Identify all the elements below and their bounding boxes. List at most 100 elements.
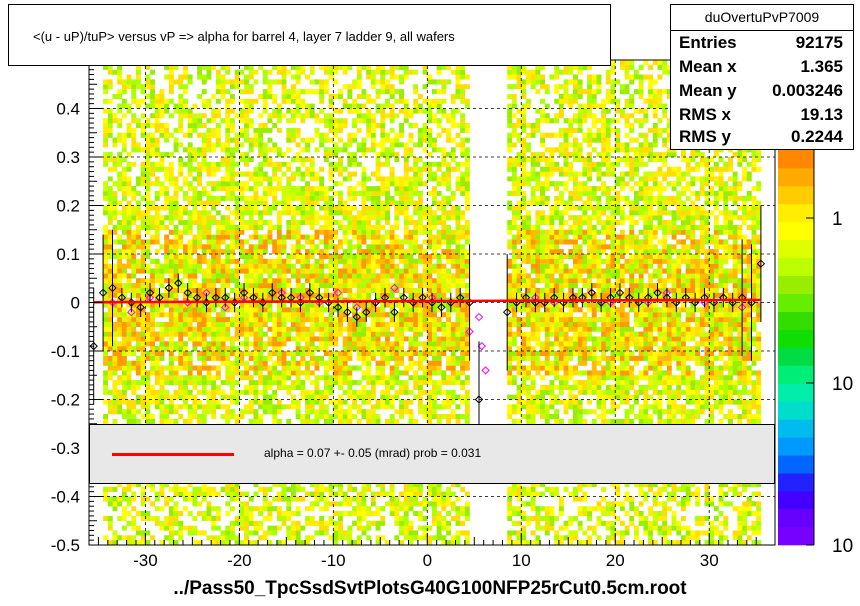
heatmap-cell bbox=[150, 418, 155, 424]
heatmap-cell bbox=[220, 540, 226, 546]
heatmap-cell bbox=[150, 278, 155, 284]
heatmap-cell bbox=[107, 520, 113, 526]
heatmap-cell bbox=[173, 520, 179, 526]
heatmap-cell bbox=[342, 287, 348, 293]
heatmap-cell bbox=[399, 93, 404, 99]
heatmap-cell bbox=[436, 370, 442, 376]
heatmap-cell bbox=[206, 200, 212, 206]
heatmap-cell bbox=[352, 520, 357, 526]
heatmap-cell bbox=[427, 375, 433, 381]
heatmap-cell bbox=[413, 501, 419, 507]
heatmap-cell bbox=[230, 506, 235, 512]
heatmap-cell bbox=[276, 351, 282, 356]
heatmap-cell bbox=[338, 273, 343, 279]
heatmap-cell bbox=[413, 384, 419, 390]
heatmap-cell bbox=[389, 108, 395, 114]
heatmap-cell bbox=[215, 79, 221, 85]
heatmap-cell bbox=[187, 224, 193, 230]
heatmap-cell bbox=[281, 234, 287, 240]
heatmap-cell bbox=[427, 394, 433, 400]
heatmap-cell bbox=[328, 501, 334, 507]
heatmap-cell bbox=[394, 249, 400, 255]
heatmap-cell bbox=[248, 195, 254, 201]
heatmap-cell bbox=[319, 181, 325, 187]
heatmap-cell bbox=[239, 195, 245, 201]
heatmap-cell bbox=[187, 351, 193, 356]
heatmap-cell bbox=[286, 375, 292, 381]
heatmap-cell bbox=[253, 292, 259, 298]
heatmap-cell bbox=[427, 215, 433, 221]
heatmap-cell bbox=[211, 64, 217, 70]
heatmap-cell bbox=[145, 287, 151, 293]
heatmap-cell bbox=[248, 273, 254, 279]
heatmap-cell bbox=[183, 132, 188, 138]
heatmap-cell bbox=[107, 375, 113, 381]
heatmap-cell bbox=[244, 530, 249, 536]
heatmap-cell bbox=[389, 501, 395, 507]
heatmap-cell bbox=[319, 486, 325, 492]
heatmap-cell bbox=[192, 394, 198, 400]
heatmap-cell bbox=[286, 351, 292, 356]
heatmap-cell bbox=[305, 535, 310, 541]
heatmap-cell bbox=[225, 530, 231, 536]
heatmap-cell bbox=[206, 486, 212, 492]
heatmap-cell bbox=[225, 540, 231, 546]
heatmap-cell bbox=[168, 205, 174, 211]
heatmap-cell bbox=[159, 190, 165, 196]
heatmap-cell bbox=[173, 176, 179, 182]
heatmap-cell bbox=[281, 375, 287, 381]
heatmap-cell bbox=[178, 220, 184, 225]
heatmap-cell bbox=[253, 351, 259, 356]
heatmap-cell bbox=[121, 331, 127, 337]
heatmap-cell bbox=[389, 113, 395, 119]
heatmap-cell bbox=[276, 166, 282, 172]
heatmap-cell bbox=[178, 254, 184, 260]
heatmap-cell bbox=[314, 273, 320, 279]
heatmap-cell bbox=[192, 118, 198, 124]
heatmap-cell bbox=[436, 346, 442, 352]
heatmap-cell bbox=[201, 205, 207, 211]
heatmap-cell bbox=[201, 186, 207, 192]
heatmap-cell bbox=[192, 414, 198, 419]
heatmap-cell bbox=[220, 268, 226, 274]
heatmap-cell bbox=[103, 351, 108, 356]
heatmap-cell bbox=[413, 317, 419, 323]
heatmap-cell bbox=[173, 278, 179, 284]
heatmap-cell bbox=[356, 317, 362, 323]
heatmap-cell bbox=[436, 496, 442, 502]
heatmap-cell bbox=[380, 317, 386, 323]
heatmap-cell bbox=[370, 263, 376, 269]
heatmap-cell bbox=[276, 263, 282, 269]
heatmap-cell bbox=[183, 418, 188, 424]
heatmap-cell bbox=[262, 89, 268, 95]
heatmap-cell bbox=[281, 190, 287, 196]
heatmap-cell bbox=[347, 84, 353, 90]
heatmap-cell bbox=[295, 74, 301, 80]
heatmap-cell bbox=[258, 302, 264, 308]
heatmap-cell bbox=[408, 535, 414, 541]
heatmap-cell bbox=[436, 389, 442, 395]
heatmap-cell bbox=[267, 380, 273, 386]
heatmap-cell bbox=[394, 186, 400, 192]
heatmap-cell bbox=[328, 93, 334, 99]
heatmap-cell bbox=[187, 292, 193, 298]
heatmap-cell bbox=[140, 132, 146, 138]
heatmap-cell bbox=[323, 360, 329, 366]
heatmap-cell bbox=[201, 278, 207, 284]
heatmap-cell bbox=[215, 195, 221, 201]
heatmap-cell bbox=[305, 108, 310, 114]
heatmap-cell bbox=[150, 234, 155, 240]
heatmap-cell bbox=[192, 157, 198, 163]
heatmap-cell bbox=[140, 224, 146, 230]
heatmap-cell bbox=[159, 486, 165, 492]
heatmap-cell bbox=[197, 380, 202, 386]
heatmap-cell bbox=[140, 123, 146, 129]
heatmap-cell bbox=[220, 341, 226, 347]
heatmap-cell bbox=[403, 215, 409, 221]
heatmap-cell bbox=[394, 418, 400, 424]
heatmap-cell bbox=[352, 229, 357, 235]
heatmap-cell bbox=[131, 161, 137, 167]
heatmap-cell bbox=[197, 486, 202, 492]
heatmap-cell bbox=[211, 297, 217, 303]
heatmap-cell bbox=[286, 229, 292, 235]
